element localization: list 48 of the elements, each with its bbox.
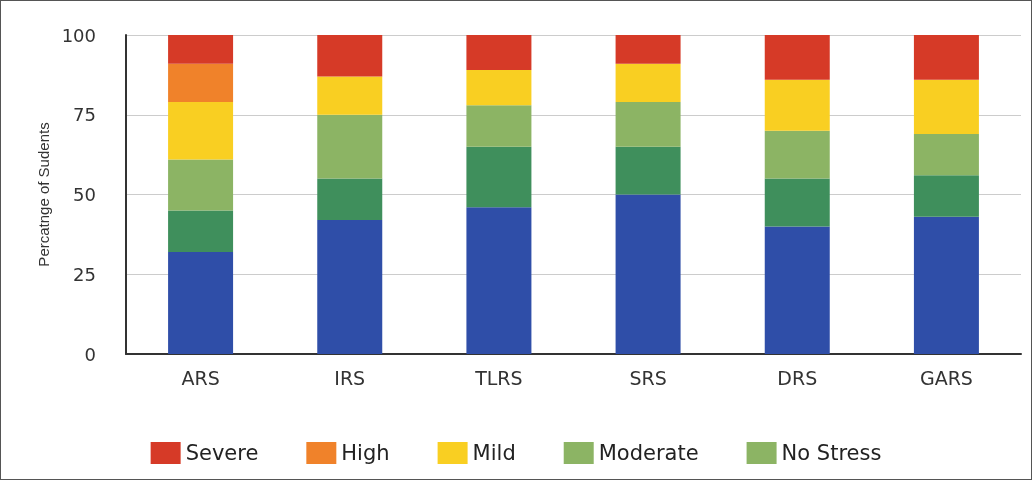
legend-label: High [341, 441, 390, 465]
bar [913, 79, 979, 134]
x-tick-label: ARS [181, 366, 220, 389]
bar [317, 35, 383, 77]
y-tick-label: 50 [73, 184, 96, 205]
y-tick-label: 100 [61, 24, 96, 46]
bar [764, 35, 830, 80]
y-tick-label: 0 [84, 343, 96, 365]
bar [764, 130, 830, 179]
bar [764, 178, 830, 227]
bar [466, 70, 532, 106]
bar [466, 105, 532, 147]
bar [764, 79, 830, 131]
y-tick-label: 25 [73, 263, 96, 285]
bar [466, 207, 532, 354]
bar [764, 226, 830, 354]
legend-label: Mild [472, 441, 516, 465]
legend-label: Moderate [598, 441, 699, 465]
bar [615, 101, 681, 147]
bar [168, 210, 234, 252]
bar [317, 76, 383, 115]
bar [466, 35, 532, 71]
bar [615, 146, 681, 195]
legend-label: Severe [185, 441, 259, 465]
bar [615, 63, 681, 102]
x-tick-label: DRS [777, 366, 818, 389]
bar [168, 101, 234, 160]
bar [913, 35, 979, 80]
y-axis-title: Percatnge of Sudents [34, 122, 52, 267]
bar [913, 133, 979, 176]
bar [317, 220, 383, 354]
x-tick-label: IRS [334, 366, 366, 389]
bar [168, 159, 234, 211]
bar [317, 178, 383, 221]
bar [913, 216, 979, 354]
bar [615, 194, 681, 354]
x-tick-label: GARS [919, 366, 973, 389]
bar [168, 63, 234, 102]
bar [913, 175, 979, 217]
bar [466, 146, 532, 208]
bar [317, 114, 383, 179]
legend-label: No Stress [781, 441, 882, 465]
bar [168, 35, 234, 64]
bar [168, 251, 234, 354]
x-tick-label: TLRS [474, 366, 523, 389]
bar [615, 35, 681, 64]
x-tick-label: SRS [629, 366, 667, 389]
y-tick-label: 75 [73, 104, 96, 126]
